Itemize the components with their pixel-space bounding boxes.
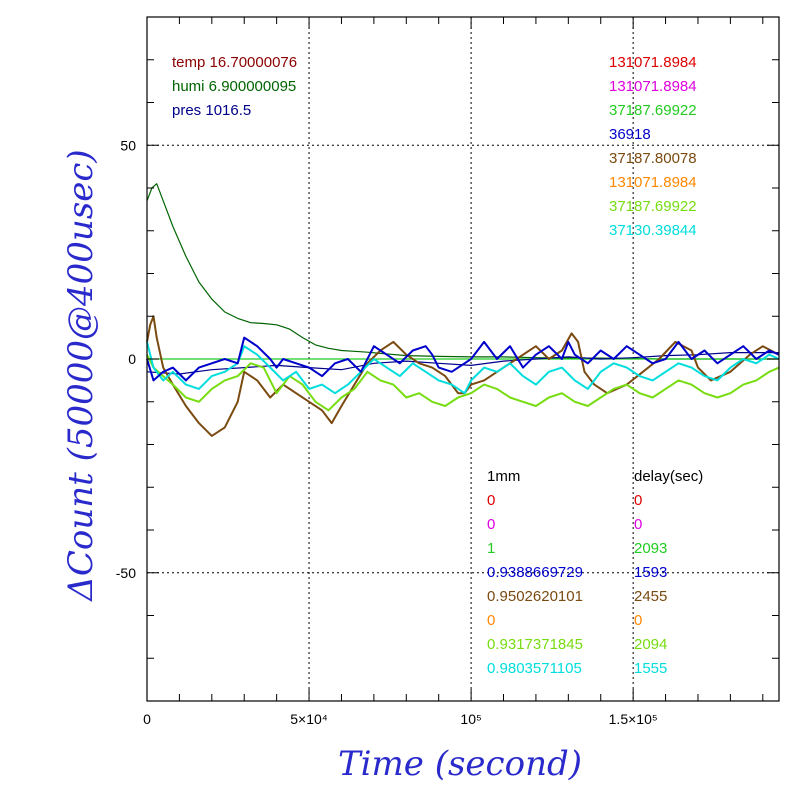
right-value-3: 37187.69922 [609, 102, 697, 119]
table-cell-delay: 2093 [634, 540, 667, 557]
series-line-5 [146, 354, 780, 412]
x-tick-label: 0 [143, 711, 151, 727]
table-cell-mm: 0.9317371845 [487, 636, 583, 653]
x-tick-label: 5×10⁴ [290, 711, 328, 727]
env-humi: humi 6.900000095 [172, 78, 296, 95]
series-line-6 [146, 341, 780, 395]
y-tick-label: 0 [128, 351, 136, 367]
x-axis-title: Time (second) [338, 744, 582, 784]
series-group [146, 183, 780, 437]
table-cell-delay: 0 [634, 612, 642, 629]
table-rows: 0 0 0 0 1 2093 0.9388669729 1593 0.9502620101 245… [487, 492, 667, 677]
ticks [146, 16, 779, 702]
y-tick-label: -50 [116, 565, 136, 581]
right-values-legend: 131071.8984 131071.8984 37187.69922 3691… [609, 54, 697, 239]
delay-table: 1mm delay(sec) 0 0 0 0 1 2093 0.9388669729 1593… [487, 468, 703, 677]
table-cell-mm: 0 [487, 612, 495, 629]
table-cell-mm: 0 [487, 492, 495, 509]
series-line-3 [146, 352, 779, 375]
right-value-7: 37187.69922 [609, 198, 697, 215]
table-cell-mm: 0.9388669729 [487, 564, 583, 581]
x-tick-label: 10⁵ [460, 711, 481, 727]
right-value-6: 131071.8984 [609, 174, 697, 191]
table-cell-delay: 0 [634, 516, 642, 533]
table-cell-delay: 0 [634, 492, 642, 509]
table-cell-mm: 0.9803571105 [487, 660, 582, 677]
tick-labels: 0 5×10⁴ 10⁵ 1.5×10⁵ 50 0 -50 [116, 137, 658, 727]
series-line-4 [146, 315, 780, 437]
table-header-delay: delay(sec) [634, 468, 703, 485]
series-line-7 [146, 336, 780, 382]
table-cell-mm: 1 [487, 540, 495, 557]
x-tick-label: 1.5×10⁵ [609, 711, 658, 727]
y-axis-title: ΔCount (50000@400usec) [61, 149, 101, 602]
env-temp: temp 16.70000076 [172, 54, 297, 71]
env-pres: pres 1016.5 [172, 102, 251, 119]
table-cell-mm: 0 [487, 516, 495, 533]
y-tick-label: 50 [120, 137, 136, 153]
table-cell-delay: 2455 [634, 588, 667, 605]
right-value-4: 36918 [609, 126, 651, 143]
right-value-2: 131071.8984 [609, 78, 697, 95]
table-header-mm: 1mm [487, 468, 520, 485]
environment-legend: temp 16.70000076 humi 6.900000095 pres 1… [172, 54, 297, 119]
table-cell-delay: 1555 [634, 660, 667, 677]
right-value-1: 131071.8984 [609, 54, 697, 71]
right-value-8: 37130.39844 [609, 222, 697, 239]
right-value-5: 37187.80078 [609, 150, 697, 167]
table-cell-delay: 1593 [634, 564, 667, 581]
table-cell-mm: 0.9502620101 [487, 588, 583, 605]
table-cell-delay: 2094 [634, 636, 667, 653]
